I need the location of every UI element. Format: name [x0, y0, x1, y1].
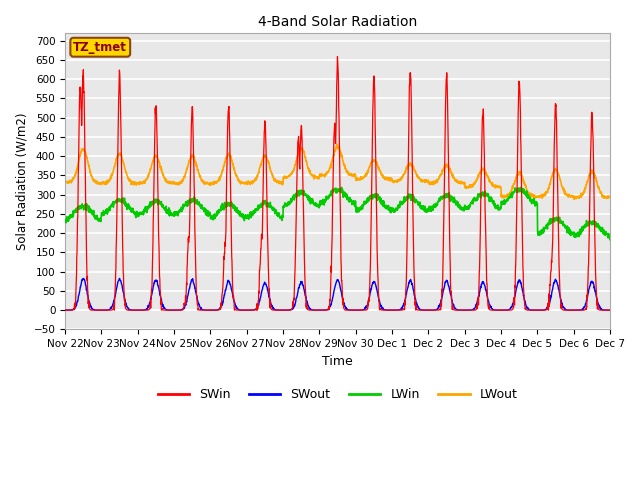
X-axis label: Time: Time	[322, 355, 353, 368]
Title: 4-Band Solar Radiation: 4-Band Solar Radiation	[258, 15, 417, 29]
Legend: SWin, SWout, LWin, LWout: SWin, SWout, LWin, LWout	[152, 383, 523, 406]
Y-axis label: Solar Radiation (W/m2): Solar Radiation (W/m2)	[15, 112, 28, 250]
Text: TZ_tmet: TZ_tmet	[74, 41, 127, 54]
